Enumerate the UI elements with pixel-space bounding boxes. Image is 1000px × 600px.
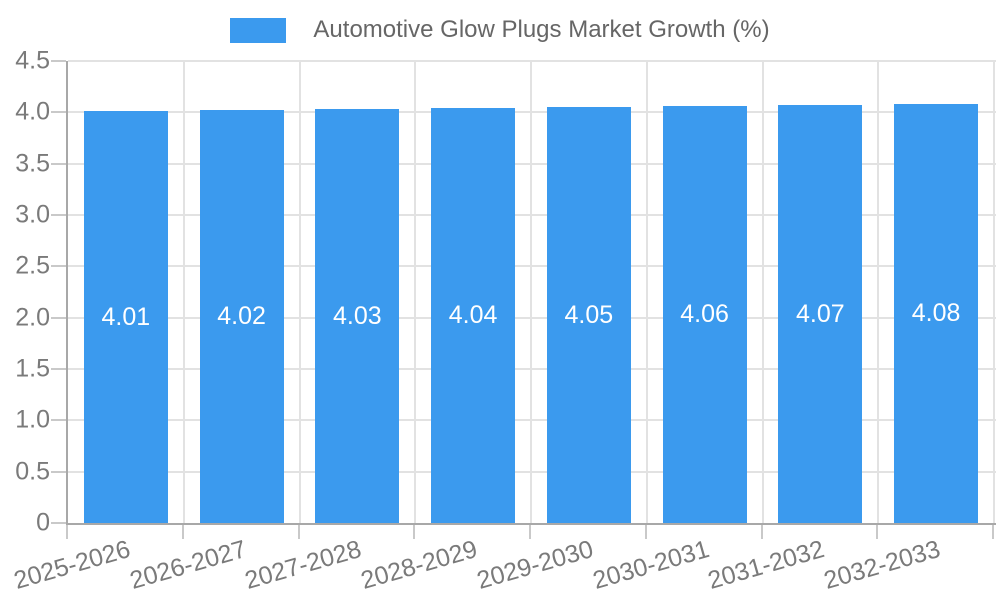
bar: 4.02 [199, 110, 284, 523]
bar: 4.06 [662, 106, 747, 523]
y-tick-mark [51, 60, 66, 62]
bar: 4.03 [315, 109, 400, 523]
y-tick-mark [51, 522, 66, 524]
bar: 4.04 [431, 108, 516, 523]
y-tick-label: 3.0 [15, 200, 50, 229]
y-tick-label: 3.5 [15, 149, 50, 178]
gridline-horizontal [68, 60, 996, 62]
y-tick-mark [51, 265, 66, 268]
plot-area: 4.01 4.02 4.03 4.04 4.05 4.06 4.07 4.08 [66, 60, 996, 525]
x-tick-mark [876, 525, 879, 539]
x-tick-mark [181, 525, 184, 539]
bar: 4.05 [546, 107, 631, 523]
x-tick-mark [413, 525, 416, 539]
y-tick-label: 4.0 [15, 97, 50, 126]
gridline-vertical [182, 61, 185, 523]
y-tick-label: 4.5 [15, 46, 50, 75]
chart-legend: Automotive Glow Plugs Market Growth (%) [0, 16, 1000, 44]
bar-value-label: 4.08 [911, 299, 961, 328]
bar-value-label: 4.04 [448, 301, 498, 330]
gridline-vertical [993, 61, 995, 523]
y-tick-label: 2.5 [15, 251, 50, 280]
legend-label: Automotive Glow Plugs Market Growth (%) [313, 16, 770, 43]
gridline-horizontal [68, 419, 996, 422]
gridline-vertical [645, 61, 648, 523]
bar-value-label: 4.02 [217, 302, 266, 331]
x-tick-mark [992, 525, 994, 539]
bar-value-label: 4.01 [101, 302, 151, 331]
gridline-horizontal [68, 214, 996, 216]
y-tick-mark [51, 368, 66, 370]
gridline-vertical [530, 61, 532, 523]
bar-value-label: 4.07 [796, 299, 845, 328]
x-tick-mark [529, 525, 531, 539]
bar: 4.07 [778, 105, 863, 523]
x-tick-mark [760, 525, 763, 539]
y-tick-mark [51, 111, 66, 114]
x-tick-mark [644, 525, 647, 539]
y-tick-label: 0 [36, 508, 50, 537]
gridline-horizontal [68, 111, 996, 114]
y-tick-label: 2.0 [15, 303, 50, 332]
gridline-vertical [877, 61, 880, 523]
x-tick-mark [297, 525, 300, 539]
gridline-horizontal [68, 265, 996, 268]
gridline-horizontal [68, 368, 996, 370]
bar: 4.08 [894, 104, 979, 523]
bar-value-label: 4.06 [680, 300, 729, 329]
gridline-vertical [761, 61, 764, 523]
y-tick-mark [51, 470, 66, 473]
gridline-horizontal [68, 316, 996, 319]
gridline-horizontal [68, 470, 996, 473]
y-tick-mark [51, 316, 66, 319]
gridline-vertical [298, 61, 301, 523]
bar-value-label: 4.05 [564, 300, 614, 329]
legend-swatch [230, 17, 287, 43]
y-tick-mark [51, 162, 66, 165]
y-tick-label: 1.5 [15, 354, 50, 383]
y-tick-label: 1.0 [15, 405, 50, 434]
bar: 4.01 [83, 111, 168, 523]
y-tick-label: 0.5 [15, 457, 50, 486]
bar-value-label: 4.03 [333, 301, 382, 330]
y-tick-mark [51, 419, 66, 422]
gridline-vertical [414, 61, 417, 523]
x-tick-mark [66, 525, 68, 539]
y-tick-mark [51, 214, 66, 216]
gridline-horizontal [68, 162, 996, 165]
